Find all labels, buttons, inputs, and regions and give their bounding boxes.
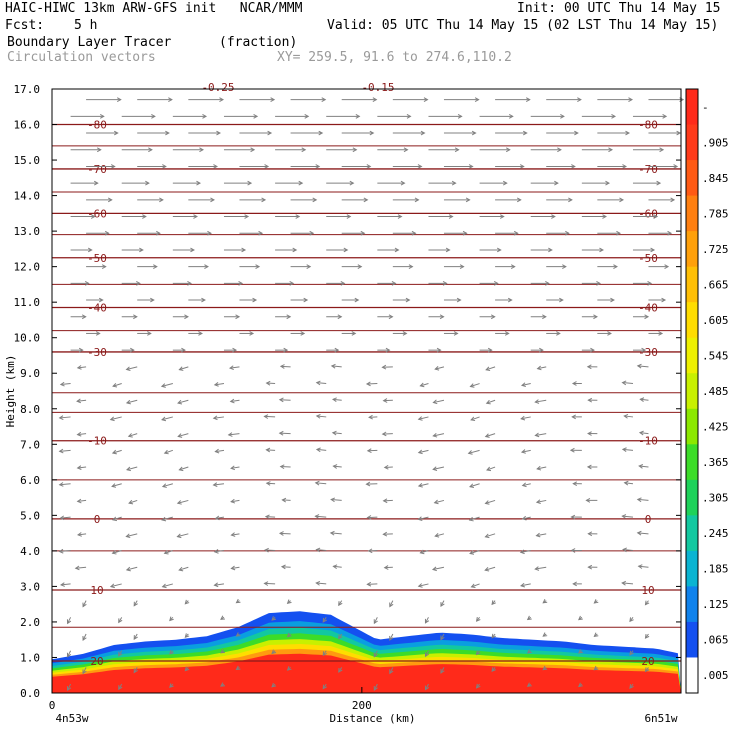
contour-label: 20 <box>90 655 103 668</box>
contour-label: 10 <box>90 584 103 597</box>
y-tick-label: 14.0 <box>14 190 41 203</box>
colorbar-label: .005 <box>702 669 729 682</box>
contour-label: -60 <box>638 207 658 220</box>
y-tick-label: 15.0 <box>14 154 41 167</box>
colorbar-segment <box>686 373 698 409</box>
contour-label: -0.25 <box>201 81 234 94</box>
colorbar-segment <box>686 586 698 622</box>
y-tick-label: 7.0 <box>20 438 40 451</box>
colorbar-label: .245 <box>702 527 729 540</box>
y-tick-label: 10.0 <box>14 332 41 345</box>
x-tick-label: 200 <box>352 699 372 712</box>
colorbar-label: .725 <box>702 243 729 256</box>
contour-label: -40 <box>87 302 107 315</box>
contour-label: -0.15 <box>361 81 394 94</box>
contour-label: -10 <box>87 435 107 448</box>
x-end-label-left: 4n53w <box>55 712 88 725</box>
circulation-vectors <box>60 98 683 690</box>
colorbar-segment <box>686 657 698 693</box>
colorbar-label: .785 <box>702 207 729 220</box>
contour-label: -50 <box>638 252 658 265</box>
colorbar-segment <box>686 622 698 658</box>
colorbar-label: .365 <box>702 456 729 469</box>
colorbar-segment <box>686 196 698 232</box>
colorbar-label: .485 <box>702 385 729 398</box>
colorbar-label: .185 <box>702 563 729 576</box>
y-tick-label: 4.0 <box>20 545 40 558</box>
contour-label: -30 <box>87 346 107 359</box>
colorbar-segment <box>686 338 698 374</box>
colorbar-label: .665 <box>702 278 729 291</box>
y-tick-label: 3.0 <box>20 580 40 593</box>
y-tick-label: 8.0 <box>20 403 40 416</box>
colorbar-label: .545 <box>702 349 729 362</box>
colorbar-label: .845 <box>702 172 729 185</box>
colorbar-label: .065 <box>702 634 729 647</box>
colorbar-segment <box>686 551 698 587</box>
contour-label: -30 <box>638 346 658 359</box>
colorbar-label: .605 <box>702 314 729 327</box>
tracer-field <box>52 611 681 693</box>
colorbar-label: .305 <box>702 492 729 505</box>
colorbar-label: .125 <box>702 598 729 611</box>
y-axis-label: Height (km) <box>4 355 17 428</box>
y-tick-label: 13.0 <box>14 225 41 238</box>
colorbar-segment <box>686 125 698 161</box>
colorbar-segment <box>686 480 698 516</box>
contour-label: -40 <box>638 302 658 315</box>
colorbar-segment <box>686 267 698 303</box>
colorbar-segment <box>686 89 698 125</box>
contour-label: 0 <box>94 513 101 526</box>
colorbar-segment <box>686 515 698 551</box>
colorbar-segment <box>686 444 698 480</box>
y-tick-label: 11.0 <box>14 296 41 309</box>
contour-label: -10 <box>638 435 658 448</box>
y-tick-label: 2.0 <box>20 616 40 629</box>
colorbar-segment <box>686 231 698 267</box>
colorbar-label: - <box>702 101 709 114</box>
contour-label: -50 <box>87 252 107 265</box>
y-tick-label: 16.0 <box>14 119 41 132</box>
plot-frame <box>52 89 681 693</box>
colorbar-segment <box>686 409 698 445</box>
y-tick-label: 12.0 <box>14 261 41 274</box>
y-tick-label: 6.0 <box>20 474 40 487</box>
y-tick-label: 0.0 <box>20 687 40 700</box>
contour-label: -80 <box>638 119 658 132</box>
contour-label: 0 <box>645 513 652 526</box>
y-tick-label: 1.0 <box>20 651 40 664</box>
contour-label: -60 <box>87 207 107 220</box>
cross-section-plot: -80 -80-70 -70-60 -60-50 -50-40 -40-30 -30-10-… <box>0 0 740 740</box>
colorbar-label: .425 <box>702 421 729 434</box>
colorbar-segment <box>686 160 698 196</box>
y-tick-label: 5.0 <box>20 509 40 522</box>
contour-label: 10 <box>641 584 654 597</box>
contour-label: 20 <box>641 655 654 668</box>
contour-label: -70 <box>638 163 658 176</box>
x-axis-label: Distance (km) <box>329 712 415 725</box>
y-tick-label: 17.0 <box>14 83 41 96</box>
y-tick-label: 9.0 <box>20 367 40 380</box>
colorbar-label: .905 <box>702 136 729 149</box>
colorbar-segment <box>686 302 698 338</box>
x-tick-label: 0 <box>49 699 56 712</box>
x-end-label-right: 6n51w <box>644 712 677 725</box>
contour-label: -80 <box>87 119 107 132</box>
contour-label: -70 <box>87 163 107 176</box>
